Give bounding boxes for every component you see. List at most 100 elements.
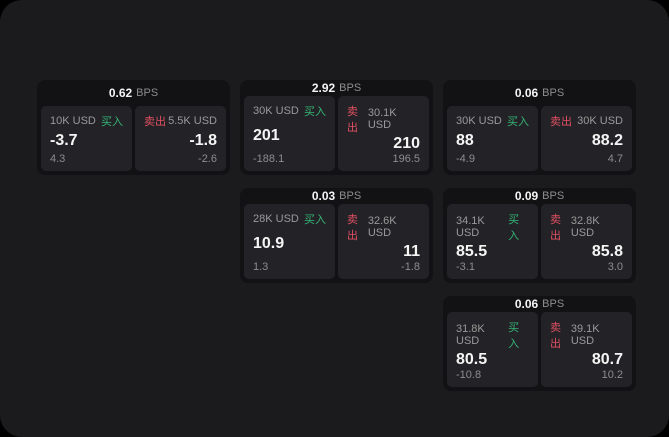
- bps-unit: BPS: [542, 87, 565, 99]
- sell-tile[interactable]: 卖出 32.8K USD 85.8 3.0: [541, 204, 632, 279]
- sell-delta: 4.7: [607, 153, 623, 165]
- buy-delta: 1.3: [253, 261, 269, 273]
- bps-value: 0.06: [514, 297, 539, 312]
- sell-tile-top: 卖出 39.1K USD: [550, 319, 623, 351]
- quote-card-body: 30K USD 买入 88 -4.9 卖出 30K USD 88.2 4.7: [443, 106, 636, 175]
- buy-delta: 4.3: [50, 153, 66, 165]
- buy-tile-top: 10K USD 买入: [50, 113, 123, 129]
- buy-delta: -4.9: [456, 153, 475, 165]
- buy-label: 买入: [507, 116, 529, 128]
- buy-tile-top: 30K USD 买入: [253, 103, 326, 119]
- buy-amount: 30K USD: [456, 115, 502, 127]
- bps-header: 2.92 BPS: [240, 80, 433, 96]
- quote-card: 2.92 BPS 30K USD 买入 201 -188.1 卖出 30.1K …: [240, 80, 433, 175]
- sell-delta: 10.2: [601, 369, 623, 381]
- buy-label: 买入: [508, 322, 520, 351]
- buy-price: -3.7: [50, 132, 78, 150]
- bps-header: 0.09 BPS: [443, 188, 636, 204]
- sell-amount: 5.5K USD: [168, 115, 217, 127]
- bps-unit: BPS: [542, 190, 565, 203]
- buy-label: 买入: [304, 214, 326, 227]
- sell-tile[interactable]: 卖出 30.1K USD 210 196.5: [338, 96, 429, 171]
- sell-label: 卖出: [550, 116, 572, 128]
- buy-tile[interactable]: 30K USD 买入 88 -4.9: [447, 106, 538, 171]
- sell-price: 85.8: [591, 243, 623, 261]
- buy-tile-top: 28K USD 买入: [253, 211, 326, 227]
- bps-unit: BPS: [339, 82, 362, 95]
- sell-delta: -1.8: [401, 261, 420, 273]
- quote-card: 0.06 BPS 31.8K USD 买入 80.5 -10.8 卖出 39.1…: [443, 296, 636, 391]
- sell-label: 卖出: [550, 214, 561, 243]
- buy-amount: 28K USD: [253, 213, 299, 226]
- buy-amount: 31.8K USD: [456, 323, 485, 348]
- sell-price: 11: [403, 243, 420, 261]
- quote-card: 0.09 BPS 34.1K USD 买入 85.5 -3.1 卖出 32.8K…: [443, 188, 636, 283]
- quote-card-body: 30K USD 买入 201 -188.1 卖出 30.1K USD 210 1…: [240, 96, 433, 175]
- bps-header: 0.06 BPS: [443, 80, 636, 106]
- buy-amount: 10K USD: [50, 115, 96, 127]
- buy-amount: 30K USD: [253, 105, 299, 118]
- bps-header: 0.62 BPS: [37, 80, 230, 106]
- quote-card: 0.62 BPS 10K USD 买入 -3.7 4.3 卖出 5.5K USD: [37, 80, 230, 175]
- buy-price: 85.5: [456, 243, 488, 261]
- sell-tile-top: 卖出 32.6K USD: [347, 211, 420, 243]
- buy-tile[interactable]: 10K USD 买入 -3.7 4.3: [41, 106, 132, 171]
- quote-card: 0.06 BPS 30K USD 买入 88 -4.9 卖出 30K USD: [443, 80, 636, 175]
- bps-unit: BPS: [542, 298, 565, 311]
- quote-card-body: 31.8K USD 买入 80.5 -10.8 卖出 39.1K USD 80.…: [443, 312, 636, 391]
- sell-price: 80.7: [591, 351, 623, 369]
- buy-price: 80.5: [456, 351, 488, 369]
- sell-label: 卖出: [347, 214, 358, 243]
- buy-delta: -3.1: [456, 261, 475, 273]
- buy-price: 88: [456, 132, 474, 150]
- buy-label: 买入: [508, 214, 520, 243]
- sell-tile-top: 卖出 30.1K USD: [347, 103, 420, 135]
- bps-value: 0.06: [514, 86, 539, 100]
- sell-tile-top: 卖出 32.8K USD: [550, 211, 623, 243]
- quote-card-body: 28K USD 买入 10.9 1.3 卖出 32.6K USD 11 -1.8: [240, 204, 433, 283]
- sell-price: 88.2: [591, 132, 623, 150]
- quote-card-body: 34.1K USD 买入 85.5 -3.1 卖出 32.8K USD 85.8…: [443, 204, 636, 283]
- sell-delta: 3.0: [607, 261, 623, 273]
- sell-tile-top: 卖出 5.5K USD: [144, 113, 217, 129]
- sell-tile-top: 卖出 30K USD: [550, 113, 623, 129]
- buy-tile[interactable]: 28K USD 买入 10.9 1.3: [244, 204, 335, 279]
- sell-tile[interactable]: 卖出 32.6K USD 11 -1.8: [338, 204, 429, 279]
- sell-delta: 196.5: [392, 153, 420, 165]
- sell-tile[interactable]: 卖出 5.5K USD -1.8 -2.6: [135, 106, 226, 171]
- sell-tile[interactable]: 卖出 39.1K USD 80.7 10.2: [541, 312, 632, 387]
- bps-unit: BPS: [136, 87, 159, 99]
- buy-tile[interactable]: 30K USD 买入 201 -188.1: [244, 96, 335, 171]
- quote-card-body: 10K USD 买入 -3.7 4.3 卖出 5.5K USD -1.8 -2.…: [37, 106, 230, 175]
- buy-tile-top: 34.1K USD 买入: [456, 211, 529, 243]
- sell-label: 卖出: [550, 322, 561, 351]
- buy-label: 买入: [304, 106, 326, 119]
- buy-tile-top: 31.8K USD 买入: [456, 319, 529, 351]
- bps-header: 0.06 BPS: [443, 296, 636, 312]
- buy-tile[interactable]: 34.1K USD 买入 85.5 -3.1: [447, 204, 538, 279]
- sell-amount: 39.1K USD: [570, 323, 600, 348]
- bps-unit: BPS: [339, 190, 362, 203]
- quote-cards-grid: 0.62 BPS 10K USD 买入 -3.7 4.3 卖出 5.5K USD: [37, 80, 636, 391]
- sell-delta: -2.6: [198, 153, 217, 165]
- buy-delta: -10.8: [456, 369, 482, 381]
- buy-price: 10.9: [253, 235, 285, 253]
- sell-price: 210: [393, 135, 420, 153]
- sell-amount: 32.8K USD: [570, 215, 600, 240]
- sell-label: 卖出: [347, 106, 358, 135]
- sell-amount: 30.1K USD: [367, 107, 397, 132]
- bps-value: 2.92: [311, 81, 336, 96]
- bps-value: 0.03: [311, 189, 336, 204]
- quote-card: 0.03 BPS 28K USD 买入 10.9 1.3 卖出 32.6K US…: [240, 188, 433, 283]
- buy-label: 买入: [101, 116, 123, 128]
- sell-price: -1.8: [189, 132, 217, 150]
- sell-amount: 30K USD: [577, 115, 623, 127]
- sell-label: 卖出: [144, 116, 166, 128]
- buy-amount: 34.1K USD: [456, 215, 485, 240]
- buy-delta: -188.1: [253, 153, 285, 165]
- sell-tile[interactable]: 卖出 30K USD 88.2 4.7: [541, 106, 632, 171]
- sell-amount: 32.6K USD: [367, 215, 397, 240]
- buy-tile[interactable]: 31.8K USD 买入 80.5 -10.8: [447, 312, 538, 387]
- bps-value: 0.09: [514, 189, 539, 204]
